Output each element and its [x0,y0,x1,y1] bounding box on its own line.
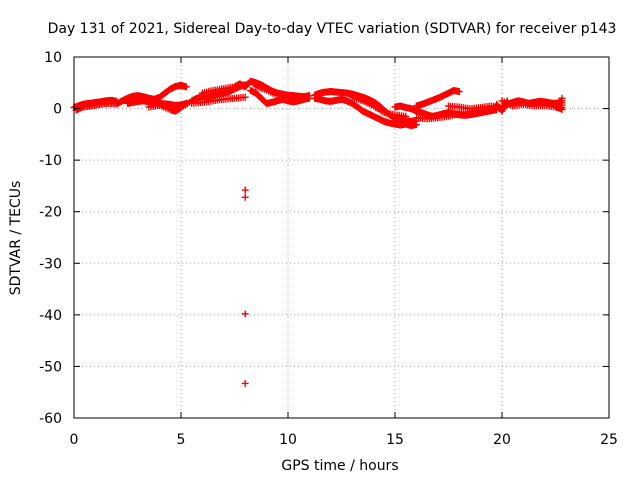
data-point-interp [411,121,419,129]
y-tick-label: -10 [39,153,62,169]
y-tick-label: -60 [39,411,62,427]
y-axis-label: SDTVAR / TECUs [8,181,24,296]
data-point-interp [164,105,172,113]
data-point-interp [378,107,386,115]
data-point [241,186,249,194]
data-point-interp [218,85,226,93]
data-point-interp [239,93,247,101]
data-series [241,186,249,387]
data-point-interp [181,83,189,91]
x-tick-label: 20 [493,432,511,448]
x-axis-label: GPS time / hours [281,458,398,474]
x-tick-label: 5 [177,432,186,448]
tick-labels: 0 5 10 15 20 25 10 0 -10 -20 -30 -40 -50 -60 [39,50,618,448]
data-point-interp [255,92,263,100]
data-point-interp [228,83,236,91]
y-tick-label: -40 [39,308,62,324]
data-point-interp [271,90,279,98]
x-tick-label: 15 [386,432,404,448]
data-point-interp [304,94,312,102]
data-point-interp [357,96,365,104]
x-tick-label: 25 [600,432,618,448]
x-tick-label: 10 [279,432,297,448]
axis-ticks [73,56,610,419]
data-point-interp [260,85,268,93]
data-point [241,379,249,387]
data-point-interp [442,113,450,121]
data-point-interp [454,87,462,95]
y-tick-label: 10 [44,50,62,66]
data-point [241,310,249,318]
data-point-interp [558,103,566,111]
data-series [70,77,566,130]
data-points [70,77,566,387]
chart-title: Day 131 of 2021, Sidereal Day-to-day VTE… [48,21,617,37]
data-point-interp [389,110,397,118]
y-tick-label: -20 [39,205,62,221]
y-tick-label: -30 [39,256,62,272]
data-point-interp [175,105,183,113]
data-point-interp [453,110,461,118]
x-tick-label: 0 [70,432,79,448]
data-point-interp [207,87,215,95]
y-tick-label: -50 [39,359,62,375]
grid-lines [74,57,609,418]
plot-frame [73,56,610,419]
data-point-interp [502,99,510,107]
data-point-interp [367,101,375,109]
data-point [241,193,249,201]
data-point-interp [400,112,408,120]
y-tick-label: 0 [53,102,62,118]
